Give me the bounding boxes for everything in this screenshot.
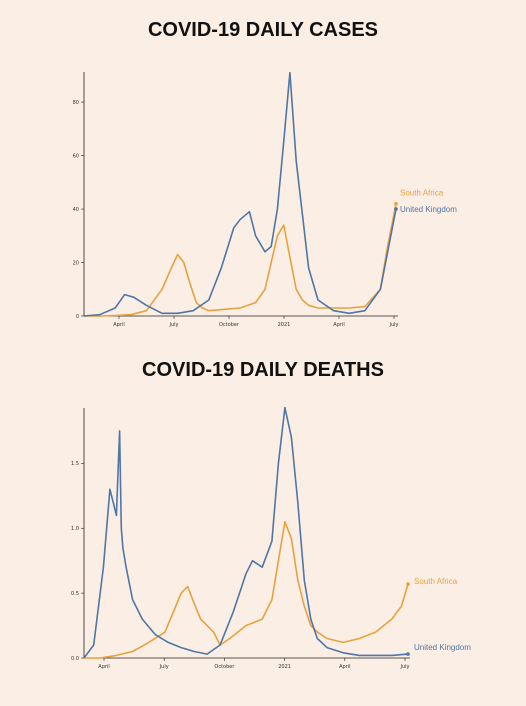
- deaths-end-point-united-kingdom: [406, 652, 410, 656]
- deaths-x-tick-label: October: [214, 664, 235, 670]
- deaths-series-label-south-africa: South Africa: [414, 577, 458, 586]
- deaths-line-united-kingdom: [83, 406, 409, 659]
- cases-x-tick-label: July: [389, 322, 399, 328]
- cases-x-tick-label: July: [169, 322, 179, 328]
- cases-series-label-south-africa: South Africa: [400, 189, 444, 198]
- cases-x-tick-label: 2021: [278, 322, 291, 328]
- cases-series-label-united-kingdom: United Kingdom: [400, 205, 457, 214]
- deaths-x-tick-label: July: [159, 664, 169, 670]
- cases-x-tick-label: April: [113, 322, 124, 328]
- deaths-y-tick-label: 1.5: [71, 461, 79, 467]
- deaths-y-tick-label: 0.0: [71, 656, 79, 662]
- cases-end-point-united-kingdom: [394, 207, 398, 211]
- cases-y-tick-label: 80: [73, 100, 79, 106]
- deaths-x-tick-label: 2021: [278, 664, 291, 670]
- cases-y-tick-label: 20: [73, 260, 79, 266]
- cases-y-tick-label: 40: [73, 207, 79, 213]
- cases-y-tick-label: 0: [76, 314, 79, 320]
- cases-end-point-south-africa: [394, 201, 398, 206]
- deaths-x-tick-label: April: [339, 664, 350, 670]
- cases-x-tick-label: April: [333, 322, 344, 328]
- deaths-series-label-united-kingdom: United Kingdom: [414, 643, 471, 652]
- cases-line-south-africa: [84, 203, 397, 317]
- cases-y-tick-label: 60: [73, 153, 79, 159]
- cases-x-tick-label: October: [219, 322, 240, 328]
- chart-title-deaths: COVID-19 DAILY DEATHS: [142, 359, 384, 381]
- deaths-y-tick-label: 0.5: [71, 591, 79, 597]
- deaths-x-tick-label: July: [400, 664, 410, 670]
- deaths-y-tick-label: 1.0: [71, 526, 79, 532]
- chart-title-cases: COVID-19 DAILY CASES: [147, 19, 379, 41]
- deaths-x-tick-label: April: [98, 664, 109, 670]
- cases-line-united-kingdom: [83, 71, 397, 317]
- deaths-end-point-south-africa: [406, 582, 410, 586]
- deaths-line-south-africa: [84, 521, 409, 659]
